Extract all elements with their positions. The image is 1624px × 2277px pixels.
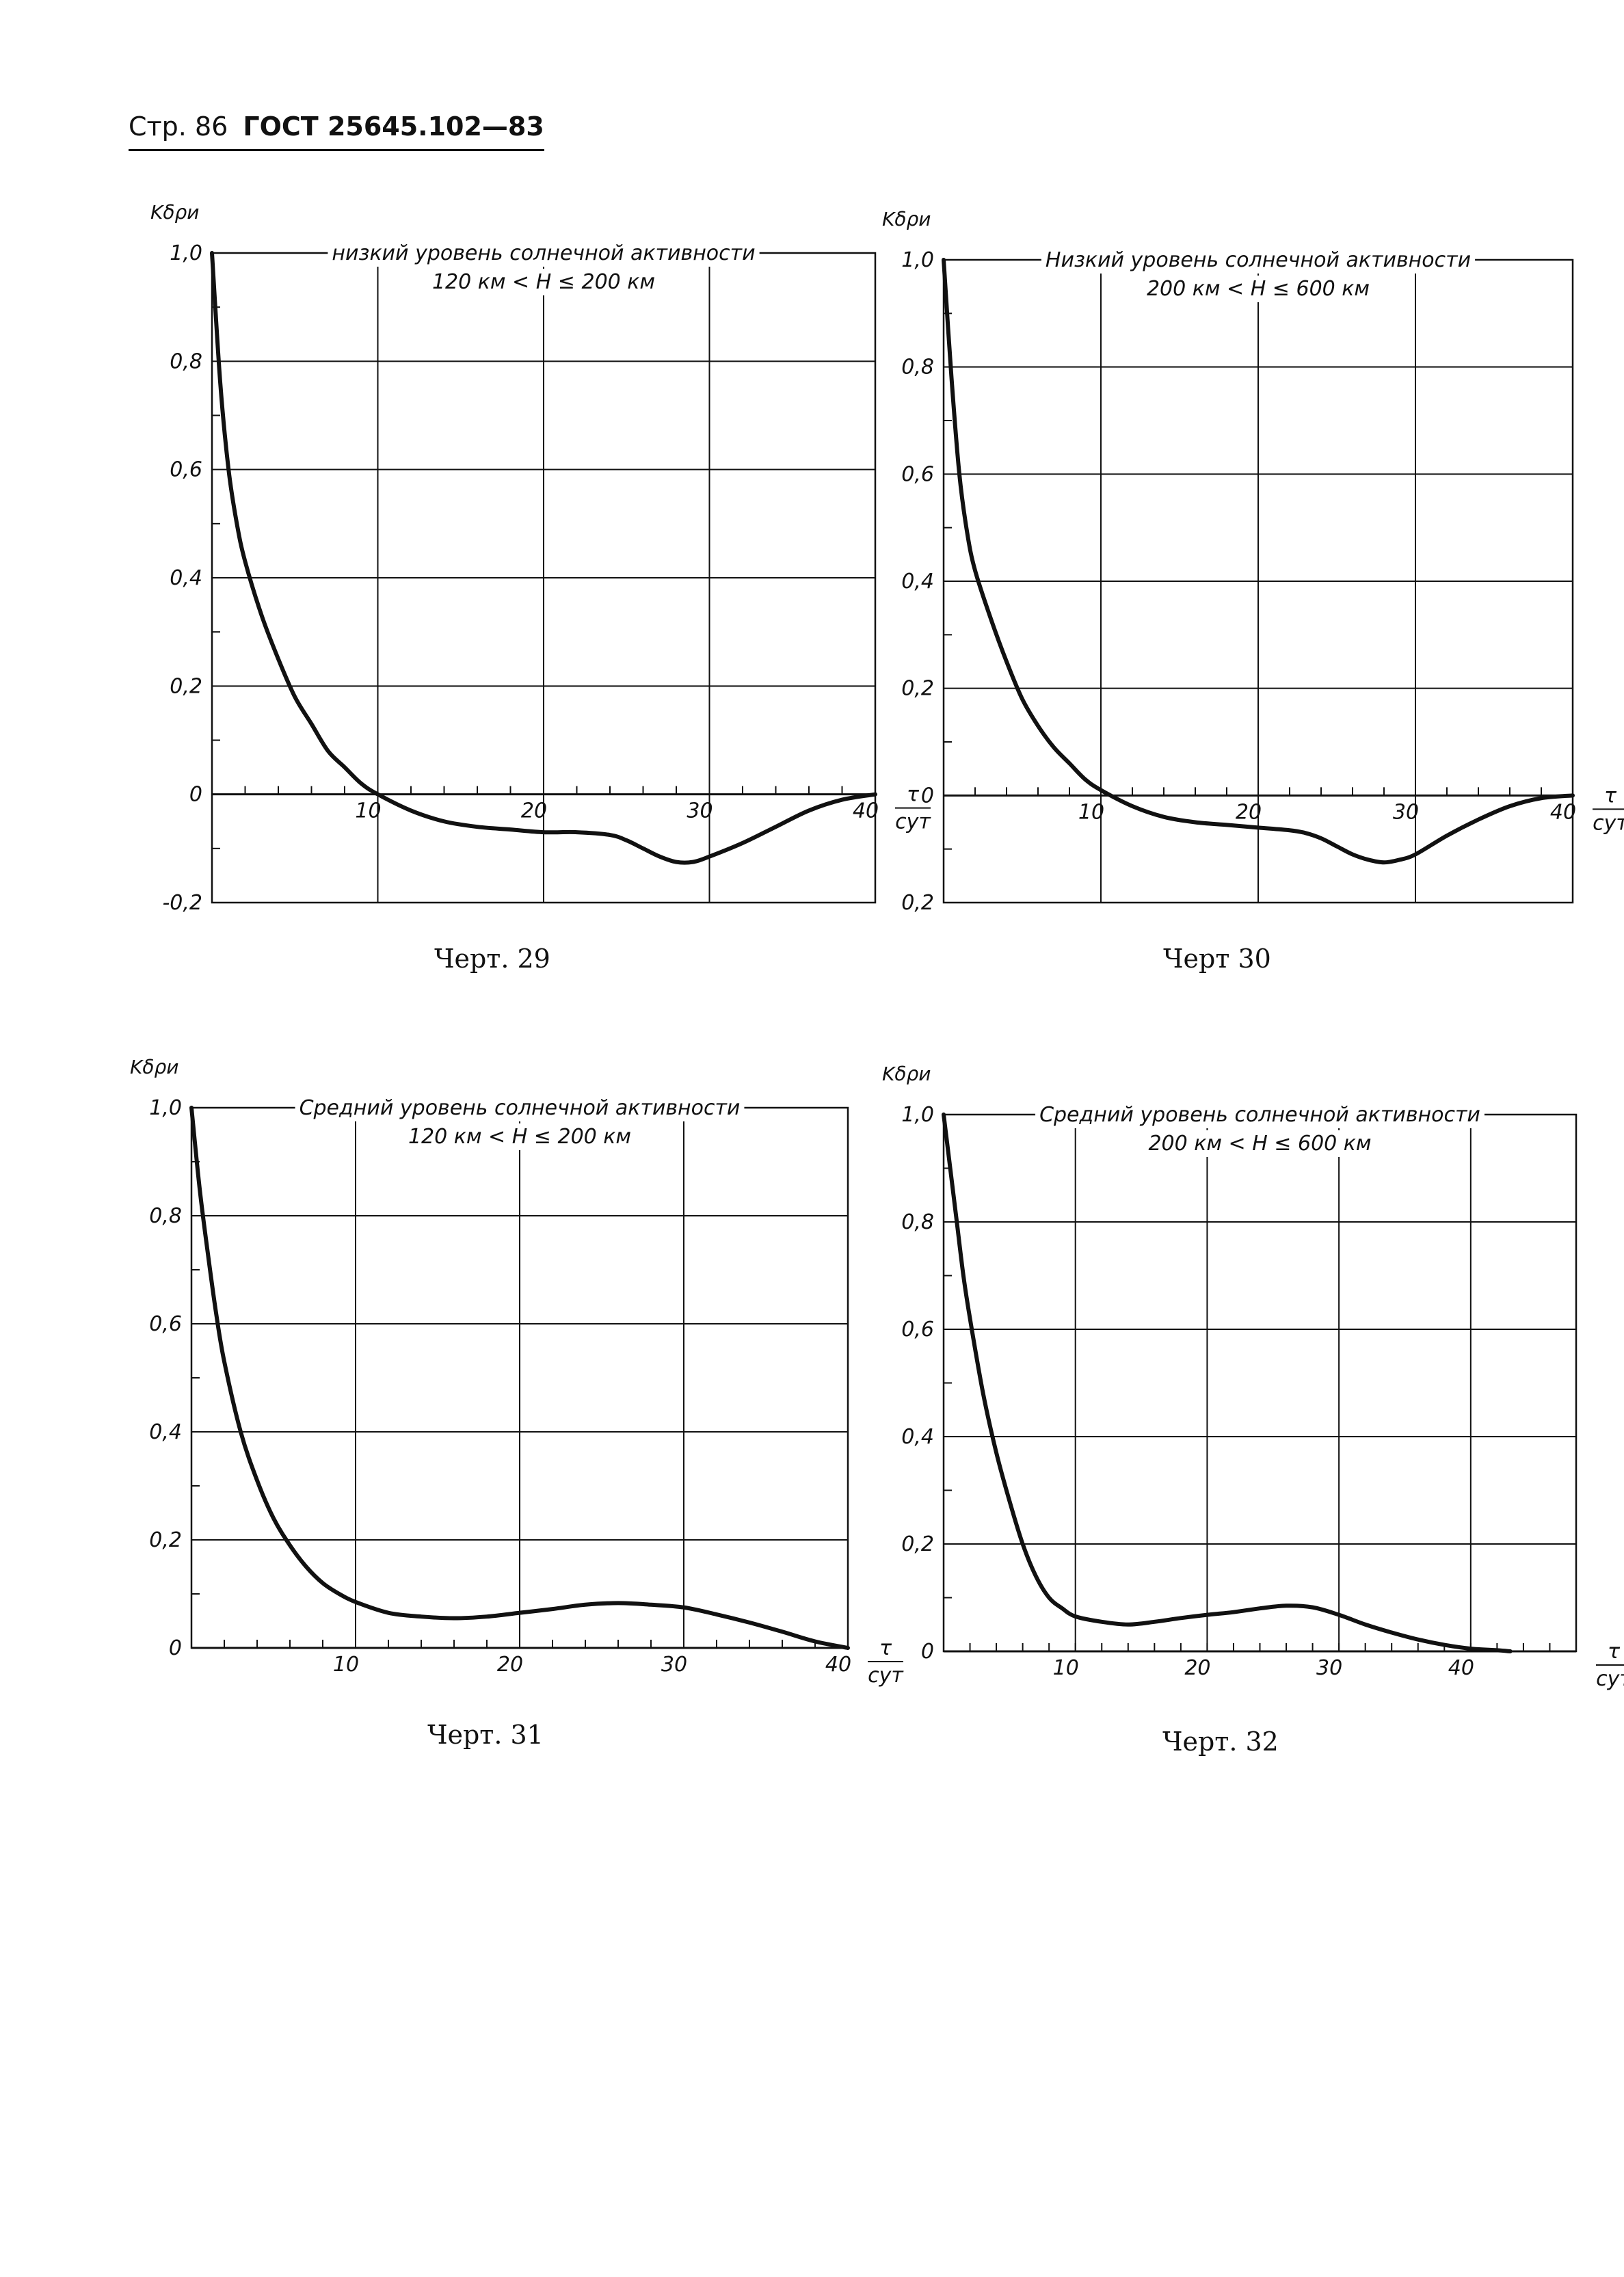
- chart-title: Низкий уровень солнечной активности: [1046, 248, 1471, 272]
- x-axis-label-num: τ: [1608, 1640, 1621, 1664]
- y-tick-label: 0,6: [901, 1318, 934, 1342]
- x-tick-label: 40: [825, 1653, 851, 1677]
- x-tick-label: 30: [1316, 1656, 1342, 1680]
- x-axis-label-den: сут: [1593, 811, 1624, 835]
- page-number: Стр. 86: [129, 111, 228, 142]
- x-tick-label: 20: [1236, 800, 1262, 824]
- title-background: [1144, 1130, 1376, 1157]
- x-tick-label: 30: [687, 799, 713, 823]
- y-tick-label: 0,6: [170, 458, 202, 482]
- title-background: [295, 1095, 745, 1121]
- y-tick-label: 1,0: [901, 1103, 934, 1127]
- chart-subtitle: 120 км < H ≤ 200 км: [408, 1125, 631, 1149]
- x-axis-label-num: τ: [907, 783, 920, 807]
- y-tick-label: 0,6: [901, 462, 934, 486]
- chart-caption: Черт. 29: [434, 944, 550, 974]
- chart-caption: Черт. 31: [427, 1720, 544, 1750]
- y-tick-label: 1,0: [149, 1096, 182, 1120]
- y-tick-label: 0: [921, 1640, 934, 1664]
- chart-30-svg: 1,0 0,8 0,6 0,4 0,2 0 0,2 10 20 30 40 Kδρи τ сут Низки…: [882, 208, 1624, 915]
- y-tick-label: 0,4: [170, 566, 202, 590]
- plot-frame: [942, 1113, 1578, 1653]
- y-tick-label: 0,2: [170, 674, 202, 698]
- y-tick-label: 0,8: [901, 1210, 934, 1234]
- y-tick-label: 1,0: [901, 248, 934, 272]
- chart-title: Средний уровень солнечной активности: [1039, 1103, 1480, 1127]
- chart-subtitle: 200 км < H ≤ 600 км: [1147, 277, 1370, 301]
- chart-29: 1,0 0,8 0,6 0,4 0,2 0 -0,2 10 20 30 40 Kδρи τ сут низк…: [130, 191, 931, 978]
- title-background: [427, 269, 660, 295]
- chart-subtitle: 120 км < H ≤ 200 км: [432, 270, 655, 294]
- y-tick-label: -0,2: [162, 891, 202, 915]
- chart-30: 1,0 0,8 0,6 0,4 0,2 0 0,2 10 20 30 40 Kδρи τ сут Низки…: [855, 198, 1624, 985]
- x-tick-label: 30: [661, 1653, 687, 1677]
- x-tick-label: 10: [355, 799, 381, 823]
- x-axis-label-num: τ: [879, 1636, 892, 1660]
- y-tick-label: 0,4: [149, 1420, 182, 1444]
- x-axis-label-den: сут: [895, 810, 931, 834]
- y-axis-label: Kδρи: [882, 1063, 931, 1085]
- x-axis-label-den: сут: [868, 1664, 904, 1688]
- standard-number: ГОСТ 25645.102—83: [243, 111, 544, 142]
- y-tick-label: 0: [169, 1636, 182, 1660]
- y-tick-label: 0: [921, 784, 934, 808]
- y-tick-label: 0: [189, 783, 202, 807]
- y-tick-label: 0,6: [149, 1312, 182, 1336]
- page-header: Стр. 86 ГОСТ 25645.102—83: [129, 109, 544, 151]
- chart-31: 1,0 0,8 0,6 0,4 0,2 0 10 20 30 40 Kδρи τ сут Средний …: [123, 1046, 904, 1833]
- y-axis-label: Kδρи: [130, 1056, 178, 1078]
- chart-title: низкий уровень солнечной активности: [332, 241, 755, 265]
- x-axis-label-den: сут: [1596, 1667, 1624, 1691]
- x-tick-label: 30: [1393, 800, 1419, 824]
- y-axis-label: Kδρи: [150, 201, 199, 224]
- title-background: [403, 1123, 636, 1150]
- series-line: [210, 251, 877, 865]
- y-tick-label: 0,2: [901, 677, 934, 701]
- title-background: [328, 240, 760, 267]
- y-tick-label: 0,8: [170, 349, 202, 373]
- series-line: [942, 1113, 1513, 1653]
- chart-caption: Черт. 32: [1162, 1727, 1279, 1757]
- x-tick-label: 40: [1448, 1656, 1474, 1680]
- y-tick-label: 0,4: [901, 570, 934, 594]
- y-tick-label: 0,4: [901, 1425, 934, 1449]
- chart-subtitle: 200 км < H ≤ 600 км: [1148, 1132, 1371, 1156]
- y-tick-label: 0,8: [901, 356, 934, 380]
- chart-caption: Черт 30: [1163, 944, 1271, 974]
- y-axis-label: Kδρи: [882, 208, 931, 230]
- y-tick-label: 0,2: [901, 1532, 934, 1556]
- title-background: [1035, 1102, 1485, 1128]
- title-background: [1041, 247, 1476, 274]
- y-tick-label: 0,2: [149, 1528, 182, 1552]
- y-tick-label: 1,0: [170, 241, 202, 265]
- x-tick-label: 10: [1078, 800, 1104, 824]
- y-tick-label: 0,2: [901, 891, 934, 915]
- series-line: [189, 1106, 850, 1650]
- chart-32: 1,0 0,8 0,6 0,4 0,2 0 10 20 30 40 Kδρи τ сут Средний …: [858, 1053, 1624, 1839]
- chart-29-svg: 1,0 0,8 0,6 0,4 0,2 0 -0,2 10 20 30 40 Kδρи τ сут низк…: [150, 201, 931, 915]
- x-tick-label: 10: [1053, 1656, 1079, 1680]
- title-background: [1142, 276, 1374, 302]
- x-tick-label: 10: [333, 1653, 359, 1677]
- x-tick-label: 20: [521, 799, 547, 823]
- x-tick-label: 20: [497, 1653, 523, 1677]
- x-tick-label: 20: [1184, 1656, 1210, 1680]
- y-tick-label: 0,8: [149, 1204, 182, 1228]
- x-tick-label: 40: [853, 799, 879, 823]
- x-axis-label-num: τ: [1604, 784, 1617, 808]
- chart-32-svg: 1,0 0,8 0,6 0,4 0,2 0 10 20 30 40 Kδρи τ сут Средний …: [882, 1063, 1624, 1691]
- chart-31-svg: 1,0 0,8 0,6 0,4 0,2 0 10 20 30 40 Kδρи τ сут Средний …: [130, 1056, 904, 1688]
- chart-title: Средний уровень солнечной активности: [299, 1096, 741, 1120]
- x-tick-label: 40: [1550, 800, 1576, 824]
- series-line: [942, 258, 1575, 865]
